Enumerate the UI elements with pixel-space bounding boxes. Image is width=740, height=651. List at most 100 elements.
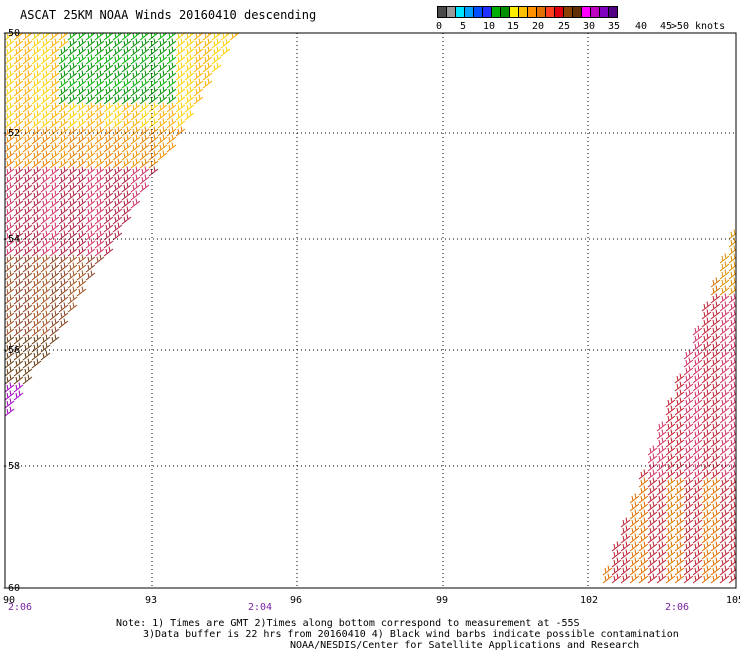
- wind-barb: [175, 118, 186, 129]
- wind-barb: [40, 70, 51, 81]
- wind-barb: [728, 381, 736, 392]
- wind-barb: [22, 334, 33, 345]
- wind-barb: [5, 302, 15, 313]
- wind-barb: [701, 437, 712, 448]
- wind-barb: [40, 126, 51, 137]
- wind-barb: [103, 46, 114, 57]
- wind-barb: [67, 238, 78, 249]
- wind-barb: [76, 198, 87, 209]
- wind-barb: [728, 421, 736, 432]
- wind-barb: [22, 110, 33, 121]
- wind-barb: [112, 33, 123, 41]
- wind-barb: [5, 262, 15, 273]
- wind-barb: [103, 38, 114, 49]
- wind-barb: [166, 38, 177, 49]
- wind-barb: [13, 358, 24, 369]
- wind-barb: [49, 166, 60, 177]
- wind-barb: [202, 38, 213, 49]
- wind-barb: [148, 142, 159, 153]
- wind-barb: [67, 270, 78, 281]
- wind-barb: [728, 461, 736, 472]
- wind-barb: [139, 150, 150, 161]
- wind-barb: [728, 413, 736, 424]
- wind-barb: [193, 94, 204, 105]
- wind-barb: [620, 549, 631, 560]
- wind-barb: [719, 501, 730, 512]
- wind-barb: [31, 294, 42, 305]
- wind-barb: [719, 301, 730, 312]
- wind-barb: [638, 485, 649, 496]
- wind-barb: [710, 293, 721, 304]
- wind-barb: [683, 541, 694, 552]
- wind-barb: [94, 46, 105, 57]
- wind-barb: [31, 254, 42, 265]
- wind-barb: [13, 334, 24, 345]
- wind-barb: [112, 46, 123, 57]
- wind-barb: [710, 509, 721, 520]
- wind-barb: [656, 429, 667, 440]
- wind-barb: [719, 309, 730, 320]
- wind-barb: [683, 501, 694, 512]
- wind-barb: [683, 437, 694, 448]
- wind-barb: [728, 557, 736, 568]
- wind-barb: [58, 214, 69, 225]
- wind-barb: [710, 317, 721, 328]
- wind-barb: [94, 86, 105, 97]
- wind-barb: [22, 286, 33, 297]
- wind-barb: [692, 525, 703, 536]
- wind-barb: [40, 238, 51, 249]
- wind-barb: [166, 70, 177, 81]
- wind-barb: [665, 437, 676, 448]
- wind-barb: [85, 54, 96, 65]
- wind-barb: [647, 525, 658, 536]
- wind-barb: [85, 46, 96, 57]
- wind-barb: [656, 557, 667, 568]
- wind-barb: [85, 150, 96, 161]
- wind-barb: [49, 270, 60, 281]
- wind-barb: [148, 158, 159, 169]
- wind-barb: [58, 158, 69, 169]
- wind-barb: [692, 405, 703, 416]
- wind-barb: [121, 94, 132, 105]
- wind-barb: [85, 70, 96, 81]
- wind-barb: [692, 509, 703, 520]
- wind-barb: [13, 342, 24, 353]
- wind-barb: [40, 118, 51, 129]
- wind-barb: [157, 150, 168, 161]
- wind-barb: [121, 166, 132, 177]
- wind-barb: [76, 278, 87, 289]
- wind-barb: [692, 413, 703, 424]
- wind-barb: [13, 150, 24, 161]
- wind-barb: [5, 110, 15, 121]
- wind-barb: [85, 86, 96, 97]
- wind-barb: [674, 381, 685, 392]
- wind-barb: [58, 142, 69, 153]
- wind-barb: [94, 166, 105, 177]
- wind-barb: [103, 86, 114, 97]
- wind-barb: [719, 413, 730, 424]
- wind-barb: [683, 381, 694, 392]
- wind-barb: [674, 485, 685, 496]
- wind-barb: [94, 94, 105, 105]
- wind-barb: [85, 94, 96, 105]
- legend-tick-label: >50 knots: [670, 21, 726, 32]
- wind-barb: [665, 509, 676, 520]
- wind-barb: [130, 102, 141, 113]
- wind-barb: [719, 293, 730, 304]
- wind-barb: [701, 389, 712, 400]
- wind-barb: [638, 525, 649, 536]
- wind-barb: [692, 501, 703, 512]
- wind-barb: [620, 557, 631, 568]
- wind-barb: [665, 565, 676, 576]
- wind-barb: [31, 94, 42, 105]
- wind-barb: [22, 158, 33, 169]
- wind-barb: [728, 549, 736, 560]
- wind-barb: [629, 517, 640, 528]
- wind-barb: [701, 373, 712, 384]
- wind-barb: [13, 366, 24, 377]
- wind-barb: [85, 230, 96, 241]
- wind-barb: [76, 110, 87, 121]
- wind-barb: [103, 142, 114, 153]
- latitude-label: -54: [2, 234, 20, 245]
- wind-barb: [701, 573, 712, 584]
